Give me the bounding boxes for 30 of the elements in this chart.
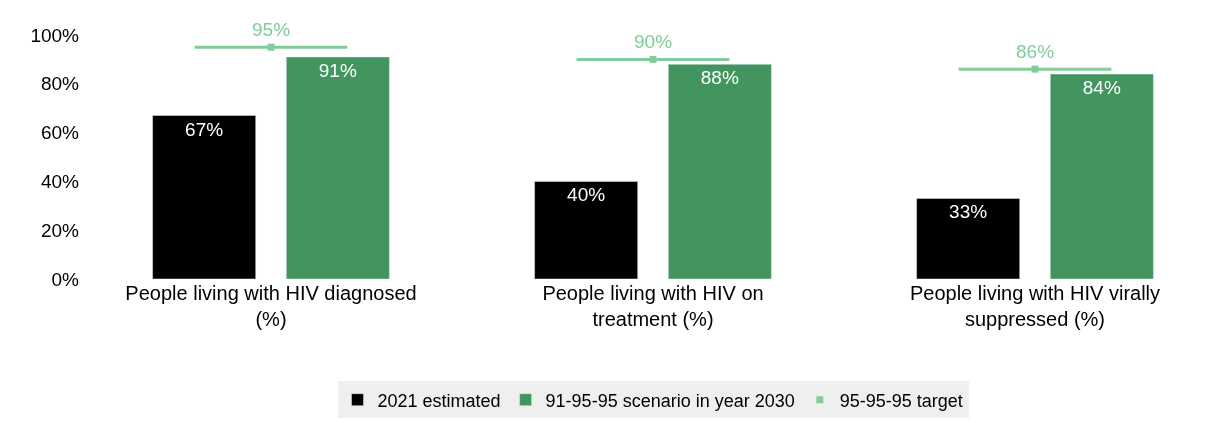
point [1031, 65, 1039, 73]
y-tick-label: 20% [40, 219, 80, 241]
bar [668, 64, 772, 279]
data-label: 84% [1082, 77, 1121, 99]
bar [916, 198, 1020, 279]
bar [1050, 73, 1154, 279]
x-tick-label: People living with HIV virally suppressed (%) [909, 282, 1161, 330]
data-label: 95% [252, 19, 291, 40]
data-label: 90% [634, 31, 673, 52]
point [649, 55, 657, 63]
legend-label: 91-95-95 scenario in year 2030 [545, 390, 795, 411]
data-label: 91% [318, 59, 357, 81]
data-label: 33% [949, 201, 988, 223]
bar [152, 115, 256, 279]
data-label: 86% [1016, 41, 1055, 62]
y-tick-label: 40% [40, 171, 80, 193]
bar [534, 181, 638, 279]
y-tick-label: 0% [51, 268, 80, 290]
y-tick-label: 60% [40, 122, 80, 144]
y-tick-label: 80% [40, 73, 80, 95]
x-tick-label: People living with HIV diagnosed (%) [125, 282, 417, 330]
bar [286, 56, 390, 279]
legend-label: 2021 estimated [377, 390, 501, 411]
data-label: 40% [567, 184, 606, 206]
y-tick-label: 100% [30, 24, 80, 46]
legend-label: 95-95-95 target [839, 390, 963, 411]
x-tick-label: People living with HIV on treatment (%) [542, 282, 764, 330]
point [267, 43, 275, 51]
data-label: 67% [185, 118, 224, 140]
data-label: 88% [700, 67, 739, 89]
